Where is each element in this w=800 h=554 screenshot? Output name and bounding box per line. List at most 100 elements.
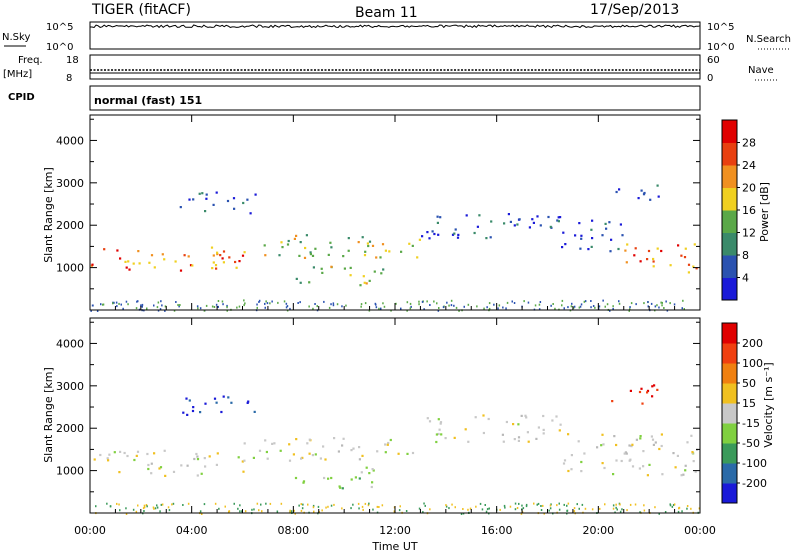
echo-cell	[293, 237, 296, 240]
echo-cell	[505, 307, 507, 310]
echo-cell	[602, 443, 605, 446]
echo-cell	[312, 307, 314, 310]
echo-cell	[271, 442, 274, 445]
nsearch-tick-bottom: 10^0	[707, 42, 734, 53]
echo-cell	[203, 457, 206, 460]
echo-cell	[273, 442, 276, 445]
echo-cell	[656, 304, 658, 307]
colorbar-swatch	[722, 255, 737, 278]
colorbar-swatch	[722, 210, 737, 233]
echo-cell	[428, 420, 432, 423]
echo-cell	[119, 509, 121, 512]
echo-cell	[254, 193, 257, 196]
echo-cell	[168, 509, 171, 512]
echo-cell	[200, 472, 203, 475]
echo-cell	[365, 282, 368, 285]
echo-cell	[217, 305, 219, 308]
echo-cell	[629, 503, 632, 506]
echo-cell	[232, 197, 236, 200]
echo-cell	[661, 304, 663, 307]
echo-cell	[681, 510, 683, 513]
echo-cell	[342, 437, 345, 440]
echo-cell	[503, 222, 506, 225]
echo-cell	[127, 303, 129, 306]
echo-cell	[125, 300, 128, 303]
echo-cell	[247, 400, 250, 403]
echo-cell	[591, 508, 594, 511]
echo-cell	[698, 507, 701, 510]
echo-cell	[538, 303, 541, 306]
echo-cell	[693, 243, 696, 246]
y-tick-label: 2000	[56, 219, 84, 232]
echo-cell	[453, 232, 456, 235]
echo-cell	[562, 462, 566, 465]
echo-cell	[489, 236, 492, 239]
echo-cell	[400, 307, 402, 310]
echo-cell	[673, 503, 676, 506]
echo-cell	[520, 414, 523, 417]
echo-cell	[358, 446, 361, 449]
echo-cell	[173, 309, 176, 312]
echo-cell	[635, 303, 637, 306]
echo-cell	[204, 210, 207, 213]
echo-cell	[215, 401, 218, 404]
echo-cell	[646, 474, 649, 477]
echo-cell	[650, 435, 653, 438]
echo-cell	[483, 307, 485, 310]
echo-cell	[314, 303, 316, 305]
echo-cell	[372, 469, 375, 472]
echo-cell	[132, 262, 135, 265]
echo-cell	[616, 508, 618, 511]
echo-cell	[570, 468, 573, 471]
echo-cell	[453, 436, 456, 439]
echo-cell	[476, 305, 478, 308]
echo-cell	[137, 300, 139, 303]
echo-cell	[281, 246, 284, 249]
echo-cell	[383, 305, 386, 308]
echo-cell	[330, 265, 333, 268]
nsky-trace	[90, 24, 701, 29]
echo-cell	[604, 222, 607, 225]
echo-cell	[330, 476, 333, 480]
colorbar-swatch	[722, 165, 737, 188]
echo-cell	[187, 255, 190, 258]
echo-cell	[156, 504, 158, 507]
echo-cell	[615, 506, 617, 509]
echo-cell	[175, 301, 177, 303]
echo-cell	[147, 467, 150, 471]
echo-cell	[363, 281, 366, 284]
echo-cell	[485, 237, 488, 240]
echo-cell	[146, 452, 149, 456]
echo-cell	[235, 266, 238, 269]
echo-cell	[381, 243, 385, 246]
echo-cell	[203, 503, 206, 506]
echo-cell	[243, 304, 245, 307]
echo-cell	[197, 307, 199, 310]
echo-cell	[557, 216, 560, 219]
echo-cell	[576, 503, 578, 506]
echo-cell	[140, 304, 142, 307]
echo-cell	[158, 467, 161, 470]
echo-cell	[537, 502, 540, 505]
colorbar-tick-label: 15	[742, 397, 756, 410]
echo-cell	[476, 225, 479, 228]
echo-cell	[183, 254, 186, 257]
echo-cell	[135, 510, 138, 513]
echo-cell	[171, 503, 173, 506]
echo-cell	[222, 303, 224, 306]
echo-cell	[505, 420, 508, 424]
echo-cell	[99, 453, 102, 457]
echo-cell	[133, 458, 136, 462]
echo-cell	[283, 300, 286, 303]
echo-cell	[317, 505, 320, 508]
echo-cell	[330, 246, 333, 249]
echo-cell	[625, 452, 628, 455]
echo-cell	[292, 453, 295, 456]
echo-cell	[219, 254, 222, 257]
echo-cell	[629, 306, 631, 309]
echo-cell	[186, 464, 189, 467]
echo-cell	[456, 236, 460, 239]
echo-cell	[463, 305, 465, 308]
echo-cell	[539, 224, 542, 227]
